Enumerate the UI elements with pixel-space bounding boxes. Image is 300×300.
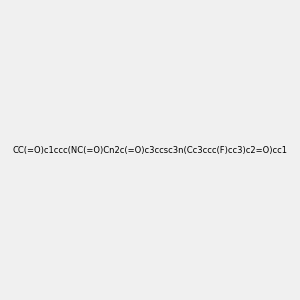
- Text: CC(=O)c1ccc(NC(=O)Cn2c(=O)c3ccsc3n(Cc3ccc(F)cc3)c2=O)cc1: CC(=O)c1ccc(NC(=O)Cn2c(=O)c3ccsc3n(Cc3cc…: [13, 146, 287, 154]
